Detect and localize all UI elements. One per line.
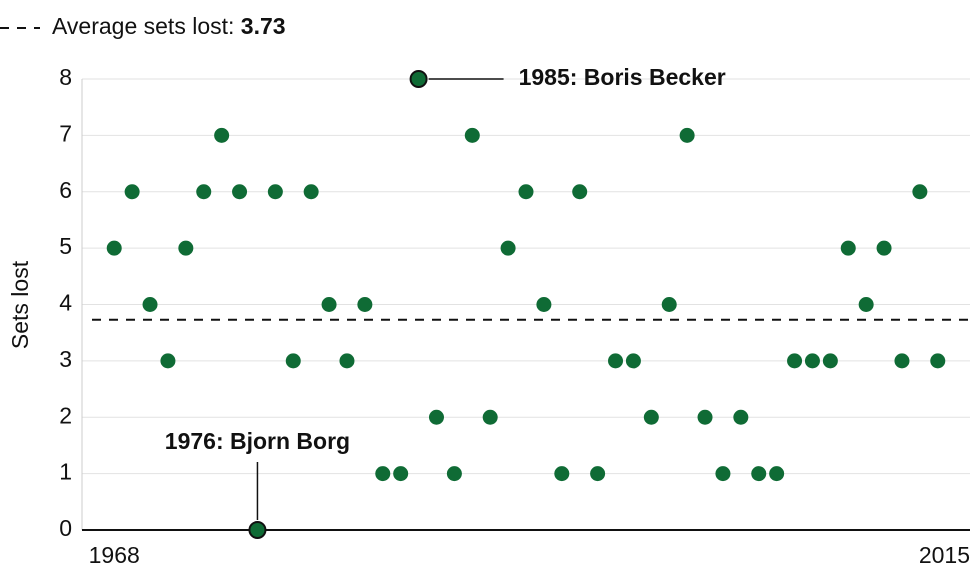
data-point: [142, 297, 158, 312]
y-tick-label: 6: [59, 177, 72, 203]
data-point: [876, 240, 892, 256]
data-point: [248, 521, 267, 539]
data-point: [124, 184, 140, 200]
data-point: [625, 353, 641, 369]
data-point: [464, 127, 480, 143]
data-point: [536, 297, 552, 312]
legend-label: Average sets lost: 3.73: [52, 13, 286, 39]
data-point: [178, 240, 194, 256]
annotation: 1985: Boris Becker: [519, 64, 726, 90]
data-point: [409, 70, 428, 88]
y-tick-label: 2: [59, 402, 72, 428]
data-point: [357, 297, 373, 312]
data-point: [661, 297, 677, 312]
y-axis-label: Sets lost: [7, 260, 33, 349]
data-point: [643, 409, 659, 425]
data-point: [733, 409, 749, 425]
data-point: [804, 353, 820, 369]
data-point: [697, 409, 713, 425]
data-point: [232, 184, 248, 200]
data-point: [751, 466, 767, 482]
y-tick-label: 4: [59, 290, 72, 316]
data-point: [930, 353, 946, 369]
data-point: [214, 127, 230, 143]
x-tick-label: 2015: [919, 542, 970, 568]
y-tick-label: 5: [59, 233, 72, 259]
data-point: [482, 409, 498, 425]
data-point: [303, 184, 319, 200]
y-tick-label: 3: [59, 346, 72, 372]
legend-value: 3.73: [241, 13, 286, 39]
data-point: [679, 127, 695, 143]
legend-text: Average sets lost:: [52, 13, 234, 39]
data-point: [858, 297, 874, 312]
data-point: [160, 353, 176, 369]
data-point: [822, 353, 838, 369]
data-point: [572, 184, 588, 200]
data-point: [912, 184, 928, 200]
data-point: [554, 466, 570, 482]
data-point: [894, 353, 910, 369]
data-point: [375, 466, 391, 482]
data-point: [590, 466, 606, 482]
data-point: [196, 184, 212, 200]
data-point: [393, 466, 409, 482]
annotation: 1976: Bjorn Borg: [165, 428, 350, 454]
data-point: [321, 297, 337, 312]
x-tick-label: 1968: [89, 542, 140, 568]
data-point: [106, 240, 122, 256]
data-point: [428, 409, 444, 425]
y-tick-label: 8: [59, 64, 72, 90]
y-tick-label: 0: [59, 515, 72, 541]
data-point: [769, 466, 785, 482]
data-point: [787, 353, 803, 369]
data-point: [500, 240, 516, 256]
data-point: [715, 466, 731, 482]
y-tick-label: 7: [59, 120, 72, 146]
data-point: [840, 240, 856, 256]
y-tick-label: 1: [59, 459, 72, 485]
data-point: [446, 466, 462, 482]
data-point: [285, 353, 301, 369]
data-point: [339, 353, 355, 369]
data-point: [518, 184, 534, 200]
data-point: [608, 353, 624, 369]
data-point: [267, 184, 283, 200]
